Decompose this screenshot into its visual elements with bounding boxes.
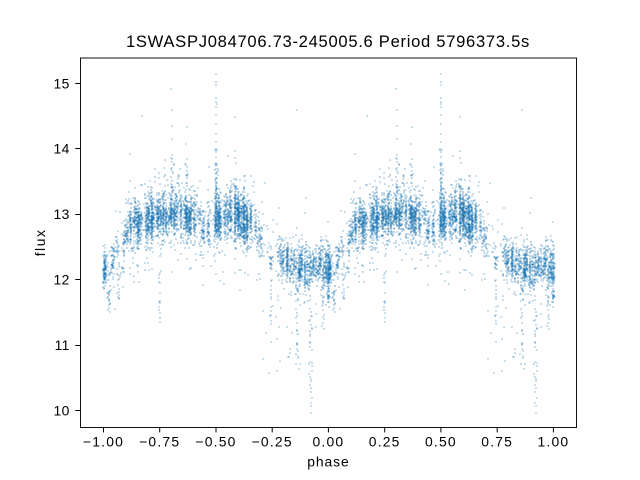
- svg-text:−0.75: −0.75: [139, 433, 180, 449]
- svg-text:−0.50: −0.50: [195, 433, 236, 449]
- svg-text:0.75: 0.75: [481, 433, 513, 449]
- svg-text:13: 13: [54, 206, 70, 222]
- svg-text:phase: phase: [307, 454, 349, 470]
- svg-text:15: 15: [54, 75, 70, 91]
- svg-text:1.00: 1.00: [537, 433, 569, 449]
- svg-text:0.00: 0.00: [312, 433, 344, 449]
- svg-text:0.25: 0.25: [369, 433, 401, 449]
- svg-text:10: 10: [54, 402, 70, 418]
- svg-text:12: 12: [54, 272, 70, 288]
- svg-text:14: 14: [54, 141, 70, 157]
- svg-text:0.50: 0.50: [425, 433, 457, 449]
- svg-text:11: 11: [55, 337, 70, 353]
- svg-text:flux: flux: [32, 228, 48, 256]
- svg-text:1SWASPJ084706.73-245005.6 Peri: 1SWASPJ084706.73-245005.6 Period 5796373…: [126, 32, 530, 51]
- svg-text:−1.00: −1.00: [83, 433, 124, 449]
- svg-text:−0.25: −0.25: [252, 433, 293, 449]
